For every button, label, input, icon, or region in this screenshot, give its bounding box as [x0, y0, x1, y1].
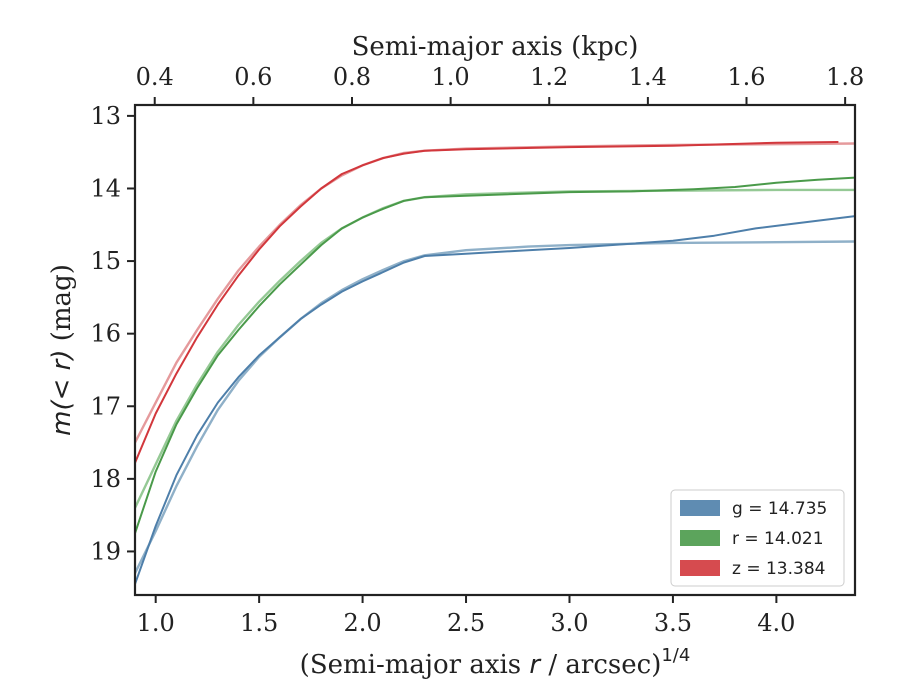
y-axis-ticks: 13 14 15 16 17 18 19	[90, 102, 135, 565]
y-tick-label: 14	[90, 174, 121, 202]
plot-frame	[133, 103, 857, 597]
legend-swatch-z	[680, 560, 720, 576]
x-axis-label-tail: / arcsec)	[540, 650, 661, 680]
top-x-tick-label: 1.2	[530, 63, 568, 91]
x-tick-label: 4.0	[757, 609, 795, 637]
x-axis-label-sup: 1/4	[661, 645, 690, 666]
series-fit-z	[135, 142, 855, 444]
x-axis-ticks: 1.0 1.5 2.0 2.5 3.0 3.5 4.0	[137, 595, 795, 637]
series-fit-r	[135, 188, 855, 509]
y-tick-label: 19	[90, 537, 121, 565]
x-tick-label: 1.5	[240, 609, 278, 637]
legend: g = 14.735 r = 14.021 z = 13.384	[670, 489, 845, 587]
top-x-tick-label: 1.8	[826, 63, 864, 91]
x-tick-label: 3.5	[654, 609, 692, 637]
series-layer	[135, 141, 855, 585]
x-tick-label: 2.5	[447, 609, 485, 637]
legend-label-g: g = 14.735	[732, 499, 827, 519]
y-tick-label: 18	[90, 465, 121, 493]
top-x-tick-label: 0.6	[234, 63, 272, 91]
y-tick-label: 16	[90, 320, 121, 348]
series-line-g	[135, 215, 855, 585]
legend-swatch-r	[680, 530, 720, 546]
top-x-tick-label: 0.8	[333, 63, 371, 91]
legend-swatch-g	[680, 500, 720, 516]
top-x-tick-label: 0.4	[136, 63, 174, 91]
x-tick-label: 1.0	[137, 609, 175, 637]
top-x-tick-label: 1.4	[629, 63, 667, 91]
legend-label-r: r = 14.021	[732, 529, 824, 549]
top-x-axis-label: Semi-major axis (kpc)	[352, 32, 639, 62]
y-axis-label-var: m	[47, 411, 77, 436]
top-axis-ticks: 0.4 0.6 0.8 1.0 1.2 1.4 1.6 1.8	[136, 63, 864, 105]
top-x-tick-label: 1.0	[432, 63, 470, 91]
top-x-tick-label: 1.6	[727, 63, 765, 91]
series-fit-g	[135, 240, 855, 574]
x-axis-label-var: r	[529, 650, 542, 680]
legend-label-z: z = 13.384	[732, 559, 825, 579]
x-tick-label: 3.0	[550, 609, 588, 637]
x-axis-label-main: (Semi-major axis	[300, 650, 530, 680]
y-tick-label: 13	[90, 102, 121, 130]
y-tick-label: 15	[90, 247, 121, 275]
series-line-r	[135, 176, 855, 534]
y-axis-label-math: (< r)	[47, 350, 77, 411]
x-axis-label: (Semi-major axis r / arcsec)1/4	[300, 645, 691, 680]
y-axis-label: m(< r) (mag)	[47, 264, 77, 436]
x-tick-label: 2.0	[344, 609, 382, 637]
series-line-z	[135, 141, 839, 464]
y-tick-label: 17	[90, 392, 121, 420]
y-axis-label-unit: (mag)	[47, 264, 77, 349]
